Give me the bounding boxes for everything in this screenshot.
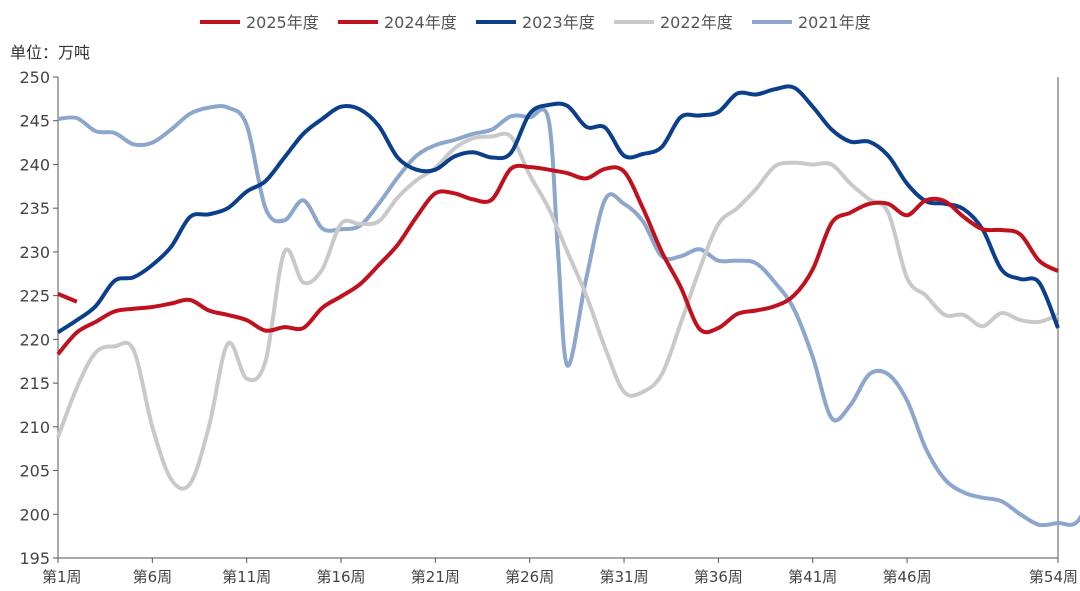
x-tick-label: 第41周 bbox=[788, 568, 837, 586]
y-tick-label: 240 bbox=[19, 155, 50, 174]
y-tick-label: 230 bbox=[19, 243, 50, 262]
series-line-2024年度 bbox=[56, 163, 1059, 356]
x-tick-label: 第6周 bbox=[133, 568, 173, 586]
y-tick-label: 200 bbox=[19, 505, 50, 524]
series-line-2025年度 bbox=[57, 292, 78, 304]
legend-label: 2023年度 bbox=[522, 13, 595, 32]
legend-label: 2024年度 bbox=[384, 13, 457, 32]
y-tick-label: 210 bbox=[19, 418, 50, 437]
x-tick-label: 第26周 bbox=[505, 568, 554, 586]
x-tick-label: 第16周 bbox=[316, 568, 365, 586]
y-tick-label: 195 bbox=[19, 549, 50, 568]
y-tick-label: 235 bbox=[19, 199, 50, 218]
legend: 2025年度 2024年度 2023年度 2022年度 2021年度 bbox=[200, 13, 871, 32]
series-line-2023年度 bbox=[56, 84, 1060, 335]
unit-label: 单位：万吨 bbox=[10, 43, 90, 62]
y-tick-label: 220 bbox=[19, 330, 50, 349]
x-tick-label: 第54周 bbox=[1029, 568, 1078, 586]
series-line-2022年度 bbox=[56, 131, 1059, 491]
y-tick-label: 205 bbox=[19, 462, 50, 481]
x-tick-label: 第31周 bbox=[599, 568, 648, 586]
y-tick-label: 225 bbox=[19, 287, 50, 306]
axes: 195 200 205 210 215 220 225 230 235 240 245 250 第1周 第… bbox=[19, 68, 1078, 586]
x-tick-label: 第46周 bbox=[883, 568, 932, 586]
y-tick-label: 245 bbox=[19, 112, 50, 131]
x-tick-label: 第1周 bbox=[42, 568, 82, 586]
x-tick-label: 第11周 bbox=[222, 568, 271, 586]
y-tick-label: 215 bbox=[19, 374, 50, 393]
x-tick-label: 第36周 bbox=[694, 568, 743, 586]
legend-label: 2021年度 bbox=[798, 13, 871, 32]
legend-label: 2022年度 bbox=[660, 13, 733, 32]
series-layer bbox=[56, 84, 1080, 528]
series-line-2021年度 bbox=[57, 104, 1080, 528]
y-tick-label: 250 bbox=[19, 68, 50, 87]
legend-label: 2025年度 bbox=[246, 13, 319, 32]
x-tick-label: 第21周 bbox=[411, 568, 460, 586]
